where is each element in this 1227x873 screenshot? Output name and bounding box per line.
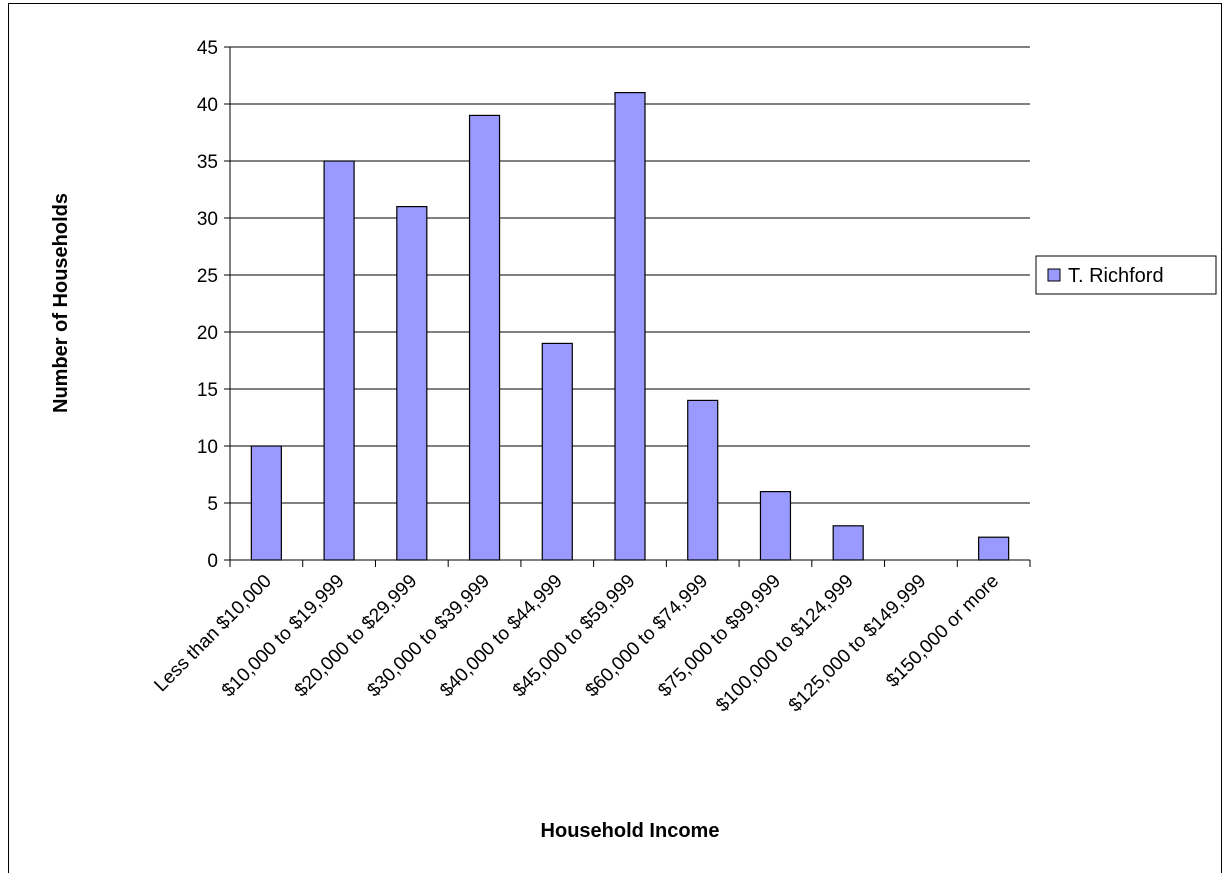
y-tick-label: 35	[197, 152, 218, 173]
bar	[468, 114, 501, 561]
x-tick-label: $100,000 to $124,999	[712, 571, 858, 717]
x-tick-labels: Less than $10,000$10,000 to $19,999$20,0…	[150, 571, 1003, 717]
y-tick-label: 10	[197, 437, 218, 458]
y-tick-label: 45	[197, 38, 218, 59]
x-tick-label: $30,000 to $39,999	[363, 571, 494, 702]
x-tick-label: $60,000 to $74,999	[582, 571, 713, 702]
y-tick-label: 15	[197, 380, 218, 401]
x-tick-label: $45,000 to $59,999	[509, 571, 640, 702]
bar	[832, 525, 864, 561]
bar	[541, 342, 573, 561]
bar	[978, 536, 1010, 561]
x-axis-title: Household Income	[541, 820, 720, 842]
y-axis-title: Number of Households	[50, 193, 72, 413]
y-tick-label: 30	[197, 209, 218, 230]
x-tick-label: $125,000 to $149,999	[785, 571, 931, 717]
legend-label: T. Richford	[1068, 265, 1164, 287]
y-tick-label: 0	[207, 551, 218, 572]
x-tick-label: $10,000 to $19,999	[218, 571, 349, 702]
y-tick-labels: 0 5 10 15 20 25 30 35 40 45	[197, 38, 218, 572]
x-tick-label: $75,000 to $99,999	[654, 571, 785, 702]
legend: T. Richford	[1035, 255, 1217, 295]
y-tick-label: 20	[197, 323, 218, 344]
y-tick-label: 25	[197, 266, 218, 287]
chart-frame	[8, 3, 1222, 873]
axes	[229, 47, 1031, 567]
bar	[250, 445, 282, 561]
x-tick-label: Less than $10,000	[150, 571, 275, 696]
bars	[250, 91, 1010, 561]
legend-box	[1035, 255, 1217, 295]
y-tick-label: 40	[197, 95, 218, 116]
bar	[323, 160, 355, 561]
bar	[687, 399, 719, 561]
x-tick-label: $20,000 to $29,999	[291, 571, 422, 702]
legend-swatch	[1047, 268, 1061, 282]
bar	[614, 91, 646, 561]
bar	[759, 491, 792, 561]
x-tick-label: $40,000 to $44,999	[436, 571, 567, 702]
y-tick-label: 5	[207, 494, 218, 515]
bar	[396, 206, 428, 561]
